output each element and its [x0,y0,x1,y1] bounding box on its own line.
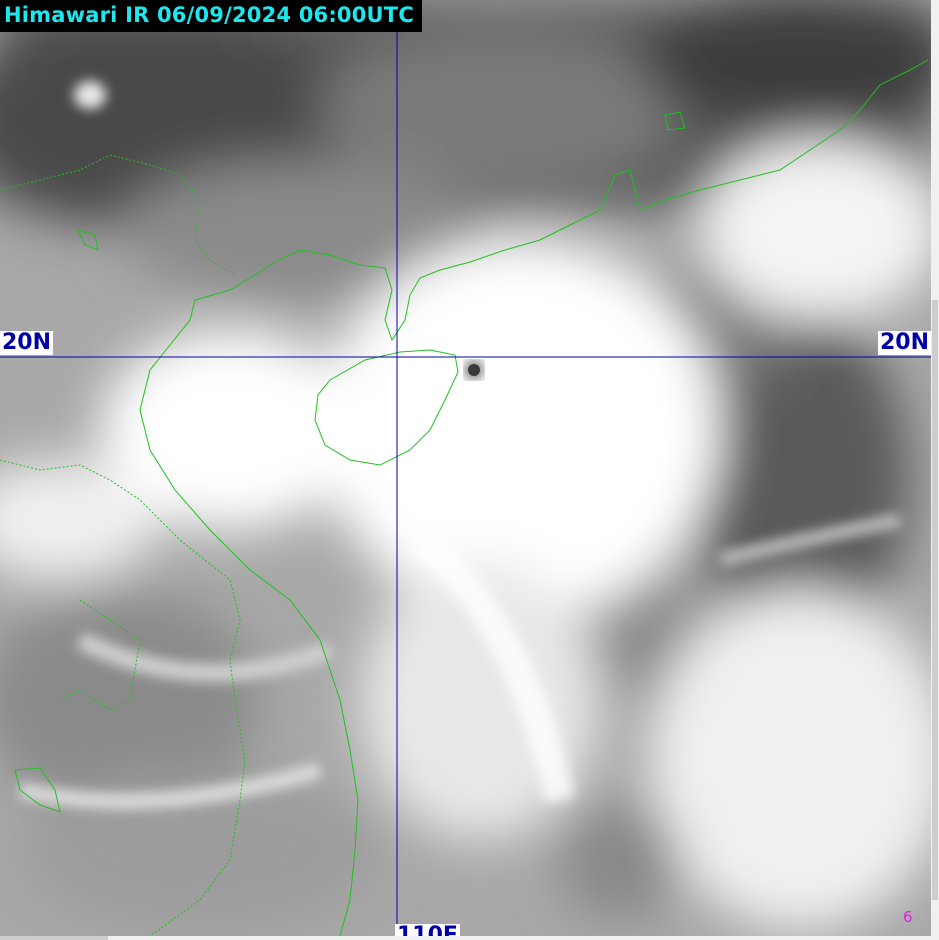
vertical-scrollbar[interactable] [931,0,939,936]
longitude-label-bottom: 110E [395,924,460,936]
latitude-label-right: 20N [878,330,931,355]
horizontal-scrollbar-thumb[interactable] [0,936,108,940]
image-title: Himawari IR 06/09/2024 06:00UTC [0,0,422,32]
horizontal-scrollbar[interactable] [0,936,939,940]
vertical-scrollbar-thumb[interactable] [932,300,938,900]
latitude-label-left: 20N [0,330,54,355]
cloud-streaks [18,81,902,810]
frame-number: 6 [903,908,913,926]
coastlines [0,59,929,936]
